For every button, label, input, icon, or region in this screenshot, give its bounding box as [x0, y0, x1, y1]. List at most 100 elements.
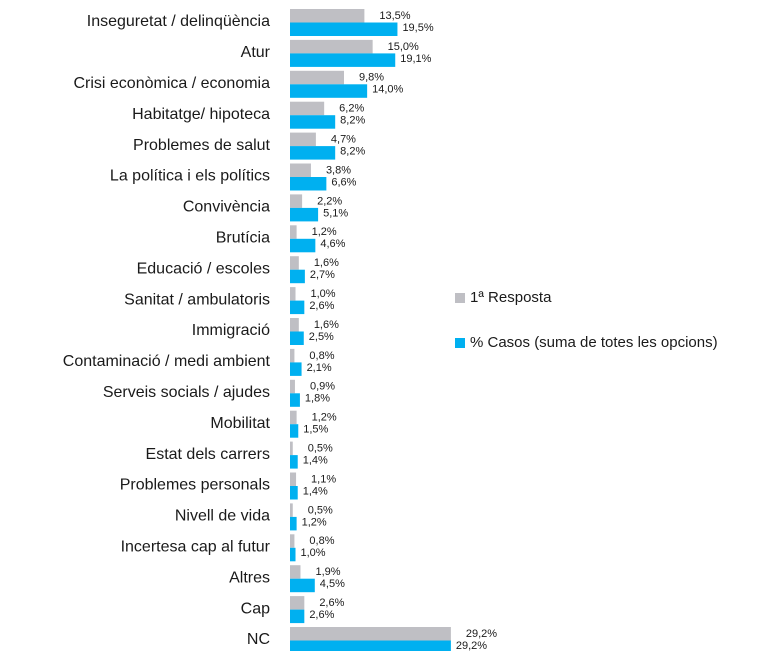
- value-label: 1,0%: [301, 547, 326, 559]
- category-label: Altres: [229, 569, 270, 586]
- bar: [290, 70, 344, 85]
- value-label: 1,6%: [314, 257, 339, 269]
- value-label: 6,6%: [331, 176, 356, 188]
- bar: [290, 269, 305, 284]
- category-label: Serveis socials / ajudes: [103, 384, 270, 401]
- category-label: Habitatge/ hipoteca: [132, 106, 270, 123]
- value-label: 8,2%: [340, 115, 365, 127]
- bar: [290, 455, 298, 469]
- value-label: 9,8%: [359, 72, 384, 84]
- bar: [290, 627, 451, 641]
- value-label: 1,4%: [303, 455, 328, 467]
- value-label: 4,6%: [320, 238, 345, 250]
- category-label: NC: [247, 631, 270, 648]
- bar: [290, 348, 295, 363]
- bar: [290, 547, 296, 562]
- bar: [290, 318, 299, 332]
- value-label: 1,2%: [312, 226, 337, 238]
- bar: [290, 331, 304, 345]
- value-label: 2,6%: [319, 597, 344, 609]
- legend-swatch: [455, 293, 465, 303]
- value-label: 2,2%: [317, 195, 342, 207]
- value-label: 0,5%: [308, 504, 333, 516]
- bar: [290, 115, 336, 129]
- category-label: Mobilitat: [210, 415, 270, 432]
- bar: [290, 207, 319, 222]
- category-label: Incertesa cap al futur: [121, 539, 271, 556]
- value-label: 2,5%: [309, 331, 334, 343]
- category-label: Cap: [241, 600, 270, 617]
- value-label: 1,9%: [315, 566, 340, 578]
- value-label: 15,0%: [388, 41, 419, 53]
- value-label: 2,6%: [309, 300, 334, 312]
- bar: [290, 39, 373, 54]
- bar: [290, 163, 311, 177]
- value-label: 1,2%: [312, 412, 337, 424]
- value-label: 4,5%: [320, 578, 345, 590]
- category-label: Brutícia: [216, 230, 270, 247]
- bar: [290, 101, 325, 116]
- bar: [290, 84, 368, 98]
- value-label: 1,8%: [305, 393, 330, 405]
- bar: [290, 53, 396, 67]
- legend-label: 1ª Resposta: [470, 289, 552, 306]
- bar: [290, 516, 297, 531]
- value-label: 8,2%: [340, 146, 365, 158]
- bar: [290, 146, 336, 160]
- bar: [290, 486, 298, 500]
- bar: [290, 22, 398, 36]
- value-label: 0,8%: [309, 535, 334, 547]
- category-label: Nivell de vida: [175, 508, 270, 525]
- bar: [290, 565, 301, 579]
- legend-swatch: [455, 338, 465, 348]
- bar: [290, 640, 451, 651]
- value-label: 5,1%: [323, 207, 348, 219]
- category-label: Convivència: [183, 199, 270, 216]
- category-label: Crisi econòmica / economia: [73, 75, 270, 92]
- bar: [290, 362, 302, 376]
- category-label: Sanitat / ambulatoris: [124, 291, 270, 308]
- value-label: 29,2%: [456, 640, 487, 651]
- bar: [290, 225, 297, 239]
- category-label: Educació / escoles: [137, 260, 270, 277]
- value-label: 4,7%: [331, 134, 356, 146]
- value-label: 2,7%: [310, 269, 335, 281]
- category-label: Immigració: [192, 322, 270, 339]
- bar: [290, 393, 300, 407]
- bar: [290, 177, 327, 191]
- bar: [290, 287, 296, 301]
- value-label: 0,8%: [309, 350, 334, 362]
- value-label: 19,5%: [402, 22, 433, 34]
- category-label: La política i els polítics: [110, 168, 270, 185]
- bar: [290, 472, 297, 486]
- value-label: 1,6%: [314, 319, 339, 331]
- category-label: Contaminació / medi ambient: [63, 353, 271, 370]
- value-label: 0,5%: [308, 443, 333, 455]
- category-label: Inseguretat / delinqüència: [87, 13, 270, 30]
- bar: [290, 609, 305, 624]
- value-label: 1,5%: [303, 424, 328, 436]
- value-label: 14,0%: [372, 84, 403, 96]
- bar: [290, 132, 316, 147]
- value-label: 2,1%: [307, 362, 332, 374]
- bar: [290, 503, 293, 517]
- category-label: Estat dels carrers: [146, 446, 270, 463]
- value-label: 1,1%: [311, 473, 336, 485]
- value-label: 13,5%: [379, 10, 410, 22]
- legend-label: % Casos (suma de totes les opcions): [470, 334, 718, 351]
- bar: [290, 424, 299, 438]
- category-label: Problemes personals: [120, 477, 270, 494]
- value-label: 3,8%: [326, 164, 351, 176]
- value-label: 2,6%: [309, 609, 334, 621]
- bar: [290, 9, 365, 23]
- value-label: 0,9%: [310, 381, 335, 393]
- bar: [290, 578, 315, 593]
- category-label: Atur: [241, 44, 271, 61]
- bar: [290, 256, 299, 270]
- value-label: 1,2%: [302, 516, 327, 528]
- bar: [290, 238, 316, 253]
- value-label: 19,1%: [400, 53, 431, 65]
- value-label: 6,2%: [339, 103, 364, 115]
- bar: [290, 300, 305, 315]
